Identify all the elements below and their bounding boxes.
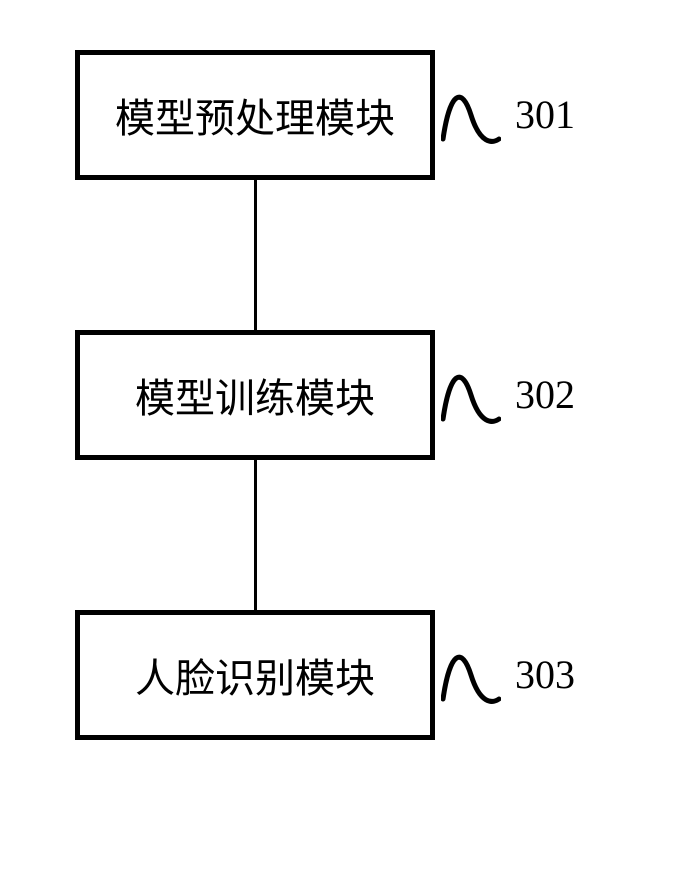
leader-squiggle — [441, 365, 501, 425]
flowchart-node-number: 301 — [515, 91, 575, 138]
flowchart-node-label: 模型训练模块 — [135, 366, 375, 424]
flowchart-node-label: 人脸识别模块 — [135, 646, 375, 704]
flowchart-canvas: 模型预处理模块 301 模型训练模块 302 人脸识别模块 303 — [0, 0, 693, 875]
flowchart-node-number: 302 — [515, 371, 575, 418]
flowchart-node-recognition: 人脸识别模块 — [75, 610, 435, 740]
flowchart-edge — [254, 180, 257, 330]
leader-squiggle — [441, 645, 501, 705]
flowchart-edge — [254, 460, 257, 610]
flowchart-node-label: 模型预处理模块 — [115, 86, 395, 144]
flowchart-node-training: 模型训练模块 — [75, 330, 435, 460]
flowchart-node-preprocessing: 模型预处理模块 — [75, 50, 435, 180]
leader-squiggle — [441, 85, 501, 145]
flowchart-node-number: 303 — [515, 651, 575, 698]
